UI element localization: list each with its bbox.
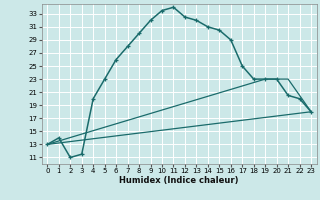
X-axis label: Humidex (Indice chaleur): Humidex (Indice chaleur) bbox=[119, 176, 239, 185]
